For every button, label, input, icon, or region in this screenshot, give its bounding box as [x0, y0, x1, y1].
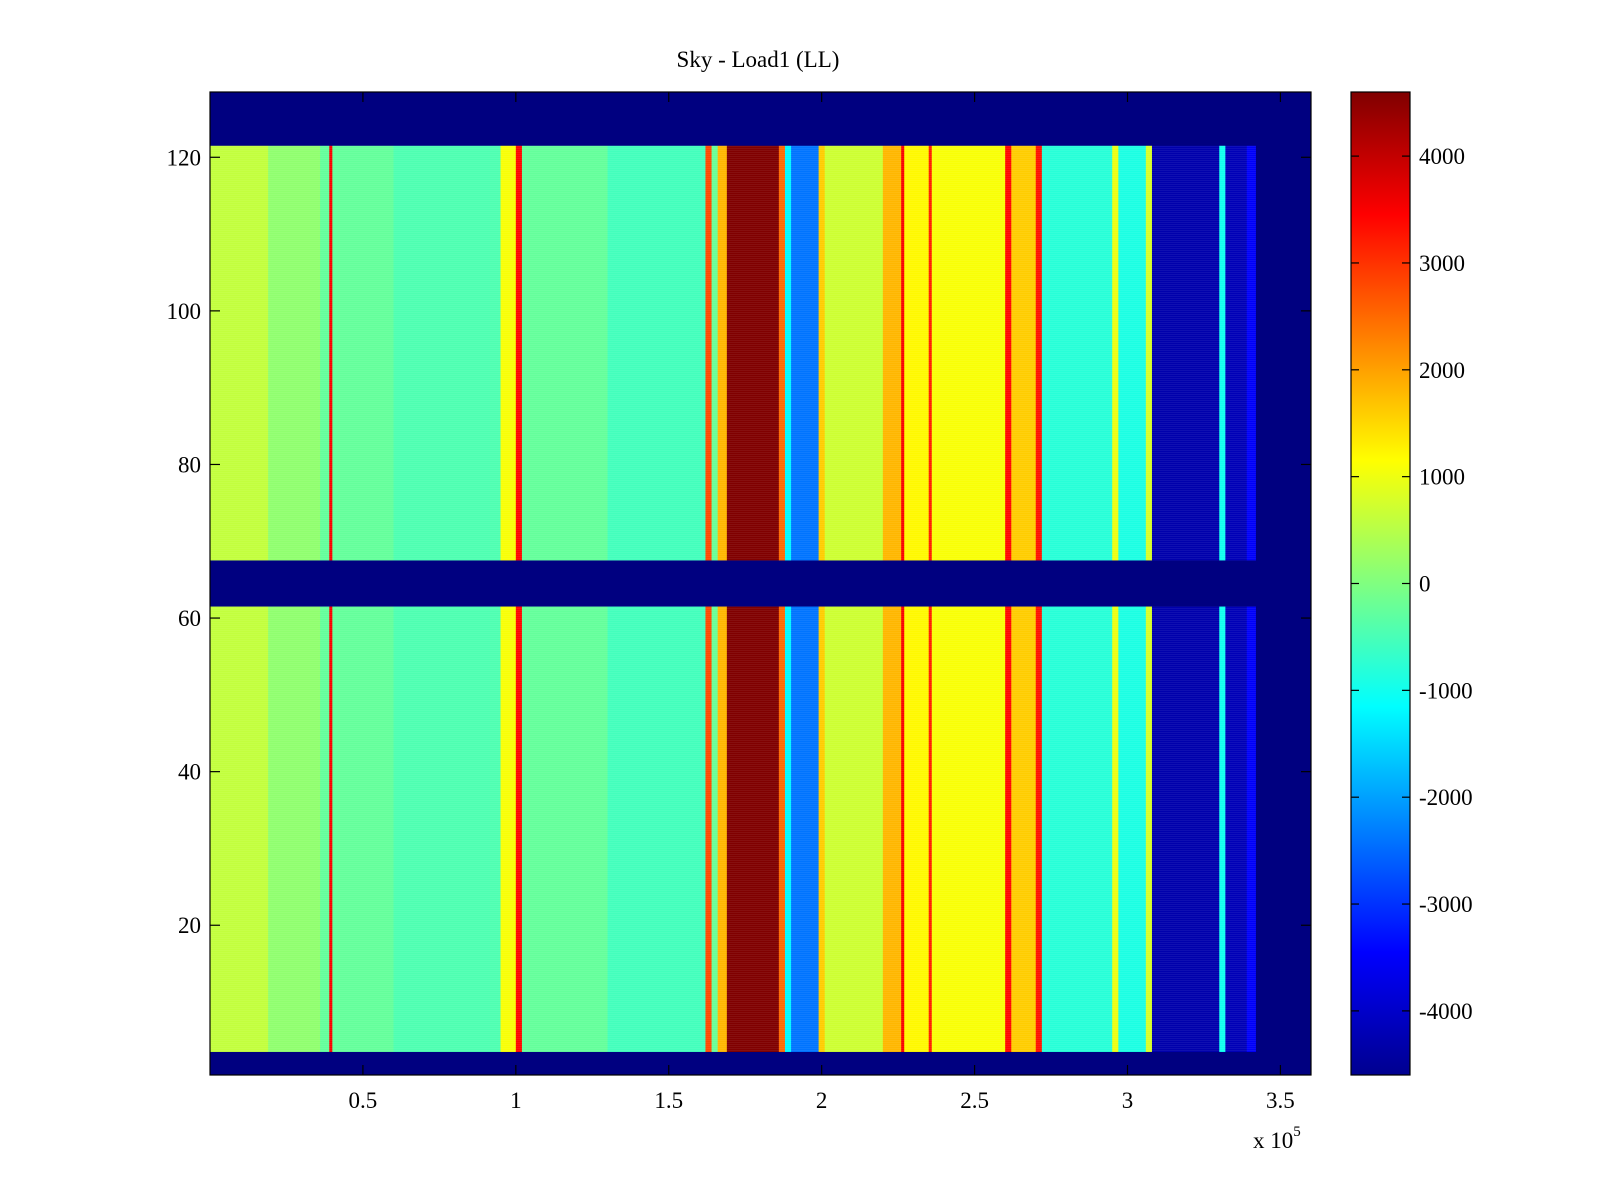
chart-title: Sky - Load1 (LL)	[677, 47, 840, 72]
x-axis-multiplier: x 105	[1253, 1124, 1301, 1153]
colorbar-tick-label: -3000	[1419, 892, 1473, 917]
colorbar-tick-label: 1000	[1419, 465, 1465, 490]
y-tick-label: 120	[167, 145, 202, 170]
x-tick-label: 2	[816, 1088, 828, 1113]
colorbar: 4000 3000 2000 1000 0 -1000 -2000 -3000 -4000	[1350, 91, 1473, 1076]
colorbar-tick-label: -2000	[1419, 785, 1473, 810]
x-tick-label: 3	[1122, 1088, 1134, 1113]
y-tick-label: 100	[167, 299, 202, 324]
masked-rows-1	[210, 560, 1311, 607]
y-tick-label: 60	[178, 606, 201, 631]
plot-area	[209, 91, 1312, 1076]
plot-frame	[209, 91, 1312, 1076]
colorbar-tick-label: 3000	[1419, 251, 1465, 276]
x-tick-label: 0.5	[349, 1088, 378, 1113]
y-axis: 20 40 60 80 100 120	[167, 145, 1311, 938]
colorbar-tick-label: -4000	[1419, 999, 1473, 1024]
colorbar-tick-label: 0	[1419, 572, 1431, 597]
x-tick-label: 3.5	[1266, 1088, 1295, 1113]
colorbar-tick-label: 4000	[1419, 144, 1465, 169]
x-axis-multiplier-base: x 10	[1253, 1128, 1293, 1153]
y-tick-label: 80	[178, 452, 201, 477]
x-tick-label: 1	[510, 1088, 522, 1113]
y-tick-label: 20	[178, 913, 201, 938]
masked-cols-0	[1255, 92, 1311, 1075]
colorbar-tick-label: 2000	[1419, 358, 1465, 383]
colorbar-tick-label: -1000	[1419, 678, 1473, 703]
colorbar-ticks: 4000 3000 2000 1000 0 -1000 -2000 -3000 -4000	[1351, 144, 1473, 1024]
x-tick-label: 2.5	[960, 1088, 989, 1113]
masked-regions	[210, 92, 1311, 1075]
masked-rows-0	[210, 1051, 1311, 1075]
y-tick-label: 40	[178, 760, 201, 785]
x-axis-multiplier-exponent: 5	[1293, 1124, 1301, 1140]
x-tick-label: 1.5	[654, 1088, 683, 1113]
masked-rows-2	[210, 92, 1311, 146]
x-axis: 0.5 1 1.5 2 2.5 3 3.5	[349, 92, 1295, 1113]
colorbar-gradient	[1350, 91, 1411, 1076]
